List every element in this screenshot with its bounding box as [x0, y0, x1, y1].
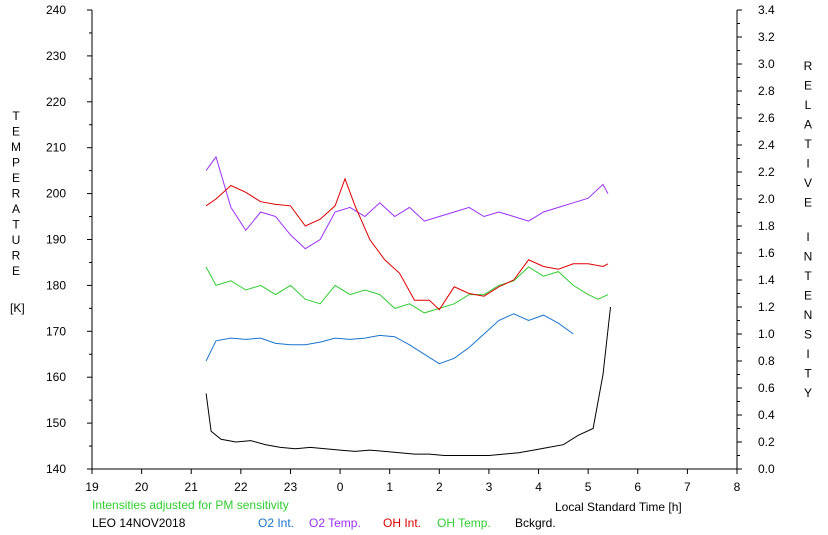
- y-right-label-letter: R: [804, 59, 813, 73]
- y-right-label-letter: E: [804, 196, 812, 210]
- x-tick-label: 20: [135, 480, 149, 494]
- x-tick-label: 6: [634, 480, 641, 494]
- y-right-tick-label: 2.4: [758, 138, 775, 152]
- x-tick-label: 23: [284, 480, 298, 494]
- legend-oh-int: OH Int.: [383, 516, 421, 530]
- y-right-tick-label: 3.0: [758, 57, 775, 71]
- x-tick-label: 19: [85, 480, 99, 494]
- series-line-o2-temp: [205, 155, 609, 250]
- y-left-tick-label: 200: [46, 187, 66, 201]
- y-right-label-letter: E: [804, 289, 812, 303]
- y-right-tick-label: 2.6: [758, 111, 775, 125]
- x-tick-label: 0: [337, 480, 344, 494]
- series-line-oh-int: [205, 177, 609, 311]
- x-tick-label: 8: [734, 480, 741, 494]
- y-left-label-letter: R: [12, 249, 21, 263]
- y-right-label-letter: Y: [804, 386, 812, 400]
- y-right-label-letter: I: [806, 157, 809, 171]
- x-tick-label: 2: [436, 480, 443, 494]
- y-right-tick-label: 0.4: [758, 408, 775, 422]
- y-right-tick-label: 1.0: [758, 327, 775, 341]
- y-left-tick-label: 190: [46, 233, 66, 247]
- series-line-bckgrd: [205, 306, 611, 456]
- legend-o2-int: O2 Int.: [258, 516, 294, 530]
- y-right-label-letter: I: [806, 230, 809, 244]
- x-tick-label: 7: [684, 480, 691, 494]
- y-right-label-letter: I: [806, 347, 809, 361]
- y-right-tick-label: 1.6: [758, 246, 775, 260]
- x-axis-label: Local Standard Time [h]: [555, 500, 682, 514]
- x-tick-label: 4: [535, 480, 542, 494]
- y-left-label-letter: T: [12, 218, 20, 232]
- y-right-tick-label: 0.6: [758, 381, 775, 395]
- y-left-label-letter: U: [12, 233, 21, 247]
- x-tick-label: 21: [185, 480, 199, 494]
- y-right-label-letter: L: [805, 98, 812, 112]
- x-tick-label: 1: [386, 480, 393, 494]
- y-right-tick-label: 1.8: [758, 219, 775, 233]
- y-right-tick-label: 2.2: [758, 165, 775, 179]
- y-right-tick-label: 1.4: [758, 273, 775, 287]
- y-right-label-letter: N: [804, 250, 813, 264]
- y-right-tick-label: 2.0: [758, 192, 775, 206]
- y-left-tick-label: 210: [46, 141, 66, 155]
- y-left-tick-label: 180: [46, 278, 66, 292]
- legend-o2-temp: O2 Temp.: [309, 516, 361, 530]
- y-right-tick-label: 0.2: [758, 435, 775, 449]
- y-left-label-letter: E: [12, 171, 20, 185]
- y-left-tick-label: 170: [46, 324, 66, 338]
- series-line-o2-int: [205, 313, 574, 365]
- y-right-tick-label: 1.2: [758, 300, 775, 314]
- y-left-label-letter: E: [12, 125, 20, 139]
- y-left-label-letter: A: [12, 202, 20, 216]
- y-left-label-letter: R: [12, 187, 21, 201]
- y-left-tick-label: 220: [46, 95, 66, 109]
- y-left-label-letter: E: [12, 264, 20, 278]
- y-right-tick-label: 3.4: [758, 3, 775, 17]
- x-tick-label: 22: [234, 480, 248, 494]
- y-right-label-letter: T: [804, 137, 812, 151]
- chart-legend: O2 Int. O2 Temp. OH Int. OH Temp. Bckgrd…: [258, 516, 556, 530]
- y-right-label-letter: T: [804, 367, 812, 381]
- series-line-oh-temp: [205, 266, 609, 314]
- y-right-tick-label: 0.8: [758, 354, 775, 368]
- y-right-label-letter: S: [804, 328, 812, 342]
- y-right-tick-label: 2.8: [758, 84, 775, 98]
- y-left-label-letter: M: [11, 140, 21, 154]
- legend-oh-temp: OH Temp.: [437, 516, 491, 530]
- y-right-label-letter: N: [804, 308, 813, 322]
- y-right-label-letter: V: [804, 176, 812, 190]
- y-left-tick-label: 240: [46, 3, 66, 17]
- y-right-tick-label: 0.0: [758, 462, 775, 476]
- y-right-label-letter: T: [804, 269, 812, 283]
- x-tick-label: 5: [585, 480, 592, 494]
- y-right-label-letter: E: [804, 79, 812, 93]
- y-left-tick-label: 160: [46, 370, 66, 384]
- y-left-tick-label: 150: [46, 416, 66, 430]
- chart-axes: 1401501601701801902002102202302400.00.20…: [46, 3, 775, 494]
- legend-bckgrd: Bckgrd.: [515, 516, 556, 530]
- y-left-axis-unit: [K]: [10, 301, 25, 315]
- y-left-tick-label: 230: [46, 49, 66, 63]
- station-label: LEO 14NOV2018: [92, 516, 186, 530]
- chart-series: [205, 155, 611, 456]
- y-left-label-letter: P: [12, 156, 20, 170]
- y-right-label-letter: A: [804, 118, 812, 132]
- x-tick-label: 3: [486, 480, 493, 494]
- sensitivity-note: Intensities adjusted for PM sensitivity: [92, 498, 289, 512]
- y-left-tick-label: 140: [46, 462, 66, 476]
- y-left-label-letter: T: [12, 109, 20, 123]
- y-right-tick-label: 3.2: [758, 30, 775, 44]
